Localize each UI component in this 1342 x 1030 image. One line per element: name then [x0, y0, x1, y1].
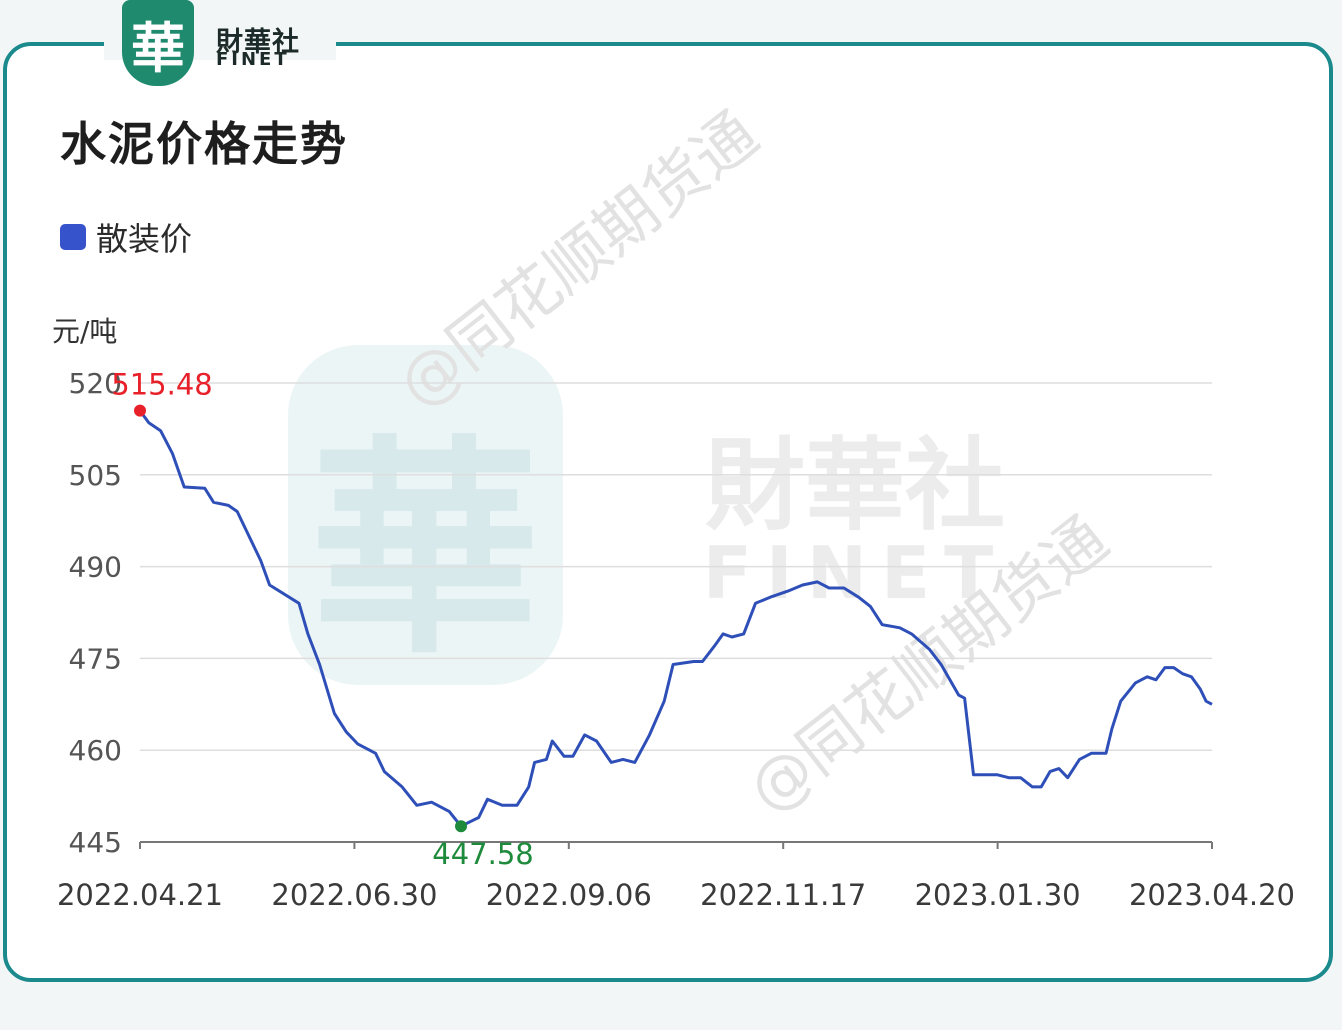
chart-card: [3, 42, 1333, 982]
y-axis-unit: 元/吨: [52, 315, 118, 348]
chart-title: 水泥价格走势: [60, 117, 348, 171]
legend-swatch: [60, 224, 86, 250]
logo-name-en: FINET: [216, 49, 290, 70]
y-tick-label: 460: [69, 734, 122, 767]
y-tick-labels: 520 505 490 475 460 445: [69, 367, 122, 859]
legend: 散装价: [60, 214, 192, 260]
min-point: [455, 820, 468, 833]
finet-logo-mark: 華: [122, 0, 194, 86]
watermark-name-cn: 財華社: [705, 427, 1005, 544]
annotations: 515.48 447.58: [111, 368, 533, 872]
legend-label: 散装价: [96, 220, 193, 258]
watermarks: 華 財華社 FINET @同花顺期货通 @同花顺期货通: [288, 97, 1121, 827]
x-tick-label: 2022.11.17: [700, 878, 866, 912]
min-value-label: 447.58: [432, 837, 533, 871]
grid: [140, 382, 1212, 751]
y-tick-label: 490: [69, 551, 122, 584]
watermark-logo-shape: [288, 345, 563, 685]
max-point: [134, 404, 146, 417]
series-line-bulk-price: [138, 409, 1213, 828]
x-tick-label: 2022.06.30: [271, 878, 437, 912]
x-axis: [139, 841, 1213, 849]
x-tick-label: 2022.04.21: [57, 878, 223, 912]
x-tick-label: 2023.04.20: [1129, 878, 1295, 912]
y-tick-label: 445: [69, 826, 122, 859]
watermark-logo-char: 華: [310, 415, 540, 685]
max-value-label: 515.48: [111, 368, 212, 402]
y-tick-label: 505: [69, 459, 122, 492]
y-tick-label: 475: [69, 642, 122, 675]
watermark-text-1: @同花顺期货通: [384, 97, 771, 422]
y-tick-label: 520: [69, 367, 122, 400]
x-tick-labels: 2022.04.21 2022.06.30 2022.09.06 2022.11.17…: [57, 878, 1295, 912]
logo-name-cn: 財華社: [216, 27, 300, 58]
series: [138, 409, 1213, 828]
x-tick-label: 2023.01.30: [915, 878, 1081, 912]
x-tick-label: 2022.09.06: [486, 878, 652, 912]
watermark-name-en: FINET: [703, 531, 1008, 615]
